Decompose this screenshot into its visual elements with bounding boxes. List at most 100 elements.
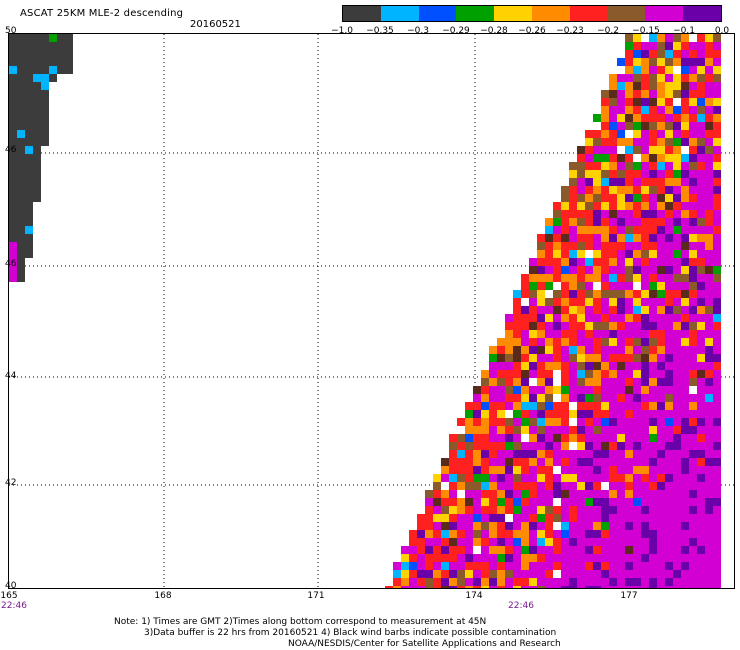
swath-cell: [649, 218, 657, 226]
swath-cell: [577, 402, 585, 410]
swath-cell: [689, 218, 697, 226]
swath-cell: [585, 234, 593, 242]
swath-cell: [649, 106, 657, 114]
swath-cell: [553, 338, 561, 346]
swath-cell: [673, 250, 681, 258]
swath-cell: [569, 178, 577, 186]
swath-cell: [545, 346, 553, 354]
swath-cell: [617, 490, 625, 498]
swath-cell: [553, 346, 561, 354]
swath-cell: [33, 90, 41, 98]
swath-cell: [481, 482, 489, 490]
swath-cell: [561, 506, 569, 514]
swath-cell: [497, 506, 505, 514]
swath-cell: [657, 522, 665, 530]
swath-cell: [545, 354, 553, 362]
swath-cell: [593, 426, 601, 434]
swath-cell: [649, 298, 657, 306]
swath-cell: [441, 482, 449, 490]
swath-cell: [657, 234, 665, 242]
swath-cell: [665, 290, 673, 298]
swath-cell: [577, 362, 585, 370]
swath-cell: [681, 58, 689, 66]
swath-cell: [681, 362, 689, 370]
swath-cell: [489, 538, 497, 546]
swath-cell: [545, 434, 553, 442]
swath-cell: [569, 554, 577, 562]
swath-cell: [657, 330, 665, 338]
swath-cell: [489, 394, 497, 402]
swath-cell: [713, 362, 721, 370]
swath-cell: [609, 290, 617, 298]
swath-cell: [665, 106, 673, 114]
swath-cell: [657, 122, 665, 130]
swath-cell: [489, 482, 497, 490]
swath-cell: [681, 194, 689, 202]
swath-cell: [593, 242, 601, 250]
swath-cell: [601, 218, 609, 226]
swath-cell: [657, 74, 665, 82]
swath-cell: [625, 402, 633, 410]
swath-cell: [393, 562, 401, 570]
swath-cell: [593, 330, 601, 338]
swath-cell: [553, 322, 561, 330]
swath-cell: [681, 154, 689, 162]
swath-cell: [713, 506, 721, 514]
swath-cell: [689, 354, 697, 362]
swath-cell: [609, 362, 617, 370]
colorbar: [342, 5, 722, 22]
swath-cell: [617, 314, 625, 322]
swath-cell: [665, 546, 673, 554]
swath-cell: [41, 138, 49, 146]
swath-cell: [689, 130, 697, 138]
swath-cell: [689, 274, 697, 282]
swath-cell: [601, 354, 609, 362]
swath-cell: [657, 42, 665, 50]
swath-cell: [561, 354, 569, 362]
swath-cell: [641, 546, 649, 554]
swath-cell: [705, 194, 713, 202]
swath-cell: [481, 554, 489, 562]
swath-cell: [625, 290, 633, 298]
swath-cell: [417, 562, 425, 570]
swath-cell: [665, 66, 673, 74]
swath-cell: [9, 170, 17, 178]
swath-cell: [689, 50, 697, 58]
swath-cell: [689, 90, 697, 98]
swath-cell: [657, 66, 665, 74]
swath-cell: [513, 378, 521, 386]
swath-cell: [481, 498, 489, 506]
swath-cell: [689, 266, 697, 274]
time-label-left: 22:46: [1, 601, 27, 611]
swath-cell: [713, 394, 721, 402]
swath-cell: [489, 362, 497, 370]
swath-cell: [657, 546, 665, 554]
swath-cell: [593, 554, 601, 562]
swath-cell: [633, 146, 641, 154]
swath-cell: [649, 338, 657, 346]
swath-cell: [689, 546, 697, 554]
swath-cell: [697, 234, 705, 242]
swath-cell: [649, 506, 657, 514]
swath-cell: [9, 258, 17, 266]
swath-cell: [505, 538, 513, 546]
swath-cell: [681, 378, 689, 386]
swath-cell: [545, 410, 553, 418]
swath-cell: [625, 554, 633, 562]
swath-cell: [537, 554, 545, 562]
swath-cell: [553, 530, 561, 538]
swath-cell: [665, 338, 673, 346]
swath-cell: [569, 482, 577, 490]
swath-cell: [641, 162, 649, 170]
swath-cell: [665, 258, 673, 266]
swath-cell: [657, 186, 665, 194]
swath-cell: [713, 402, 721, 410]
swath-cell: [569, 578, 577, 586]
swath-cell: [601, 482, 609, 490]
swath-cell: [601, 474, 609, 482]
swath-cell: [609, 258, 617, 266]
swath-cell: [681, 514, 689, 522]
swath-cell: [633, 546, 641, 554]
swath-cell: [617, 98, 625, 106]
note-line-1: Note: 1) Times are GMT 2)Times along bot…: [114, 617, 487, 627]
